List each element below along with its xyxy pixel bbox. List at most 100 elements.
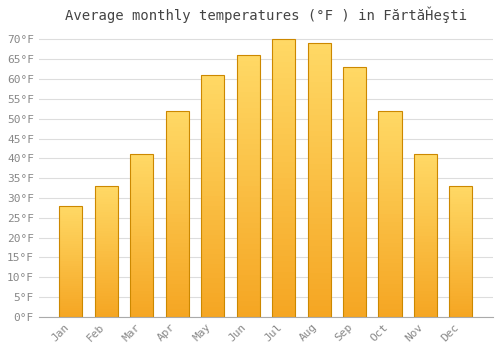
Bar [343,82,366,87]
Bar [166,267,189,272]
Bar [95,223,118,225]
Bar [272,62,295,67]
Bar [272,256,295,261]
Bar [343,307,366,312]
Bar [60,239,82,241]
Bar [95,283,118,286]
Bar [95,272,118,275]
Bar [130,274,154,278]
Bar [130,271,154,274]
Bar [95,314,118,317]
Bar [343,272,366,277]
Bar [236,71,260,76]
Bar [343,287,366,292]
Bar [201,298,224,302]
Bar [201,264,224,268]
Bar [308,142,330,147]
Bar [166,127,189,131]
Bar [60,264,82,266]
Bar [308,43,330,317]
Bar [236,265,260,270]
Bar [236,155,260,160]
Bar [272,50,295,56]
Bar [308,147,330,153]
Bar [166,181,189,185]
Bar [60,303,82,306]
Bar [272,84,295,89]
Bar [378,181,402,185]
Bar [272,56,295,62]
Bar [272,123,295,128]
Bar [272,284,295,289]
Bar [272,300,295,306]
Bar [95,217,118,220]
Bar [236,306,260,312]
Bar [414,223,437,226]
Bar [60,297,82,299]
Bar [414,213,437,216]
Bar [414,261,437,265]
Bar [166,313,189,317]
Bar [201,133,224,138]
Bar [95,186,118,189]
Bar [378,164,402,168]
Bar [95,296,118,299]
Bar [201,80,224,85]
Bar [60,210,82,212]
Bar [201,239,224,244]
Bar [130,291,154,294]
Bar [414,177,437,180]
Bar [343,302,366,307]
Bar [308,312,330,317]
Bar [166,247,189,251]
Bar [60,286,82,288]
Bar [308,191,330,196]
Bar [60,259,82,261]
Bar [130,206,154,210]
Bar [95,306,118,309]
Bar [201,278,224,283]
Bar [308,240,330,246]
Bar [95,249,118,251]
Bar [450,233,472,236]
Bar [272,223,295,228]
Bar [272,40,295,45]
Bar [450,259,472,262]
Bar [272,306,295,311]
Bar [236,217,260,223]
Bar [343,277,366,282]
Bar [60,226,82,228]
Bar [60,255,82,257]
Bar [343,192,366,197]
Bar [130,167,154,170]
Bar [378,148,402,152]
Bar [308,246,330,251]
Bar [450,217,472,220]
Bar [60,279,82,281]
Bar [60,224,82,226]
Bar [308,153,330,158]
Bar [308,125,330,131]
Bar [450,262,472,265]
Bar [166,185,189,189]
Bar [308,218,330,224]
Bar [95,286,118,288]
Bar [201,148,224,153]
Bar [166,135,189,140]
Bar [166,304,189,309]
Bar [236,61,260,66]
Bar [166,280,189,284]
Bar [414,190,437,193]
Bar [308,82,330,87]
Bar [272,267,295,272]
Bar [60,219,82,222]
Bar [201,215,224,220]
Bar [272,67,295,73]
Bar [60,244,82,246]
Bar [343,292,366,297]
Bar [60,206,82,208]
Bar [308,196,330,202]
Bar [166,275,189,280]
Bar [95,278,118,280]
Bar [308,136,330,142]
